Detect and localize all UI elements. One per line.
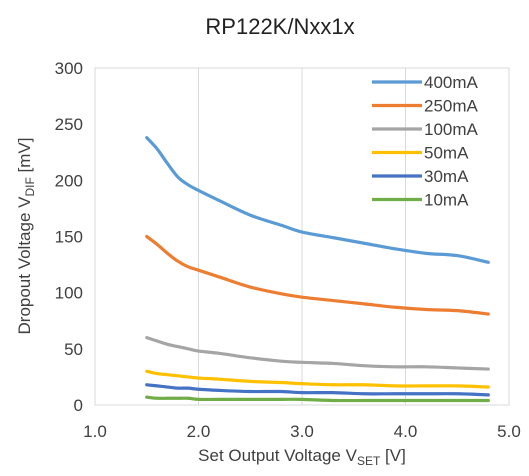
y-tick-label: 300 bbox=[55, 59, 83, 78]
y-tick-label: 250 bbox=[55, 115, 83, 134]
y-tick-label: 150 bbox=[55, 228, 83, 247]
legend-label-400mA: 400mA bbox=[424, 73, 479, 92]
x-axis-label: Set Output Voltage VSET [V] bbox=[198, 446, 406, 468]
y-tick-label: 200 bbox=[55, 171, 83, 190]
legend-label-100mA: 100mA bbox=[424, 120, 479, 139]
legend-label-250mA: 250mA bbox=[424, 97, 479, 116]
chart-title: RP122K/Nxx1x bbox=[205, 14, 354, 39]
x-tick-label: 3.0 bbox=[290, 422, 314, 441]
x-tick-label: 2.0 bbox=[187, 422, 211, 441]
x-tick-label: 5.0 bbox=[497, 422, 521, 441]
y-tick-label: 0 bbox=[74, 396, 83, 415]
x-tick-label: 1.0 bbox=[83, 422, 107, 441]
y-axis-label: Dropout Voltage VDIF [mV] bbox=[15, 138, 37, 335]
y-tick-label: 50 bbox=[64, 340, 83, 359]
y-tick-label: 100 bbox=[55, 284, 83, 303]
x-tick-label: 4.0 bbox=[394, 422, 418, 441]
legend-label-30mA: 30mA bbox=[424, 167, 469, 186]
legend-label-50mA: 50mA bbox=[424, 144, 469, 163]
legend-label-10mA: 10mA bbox=[424, 191, 469, 210]
